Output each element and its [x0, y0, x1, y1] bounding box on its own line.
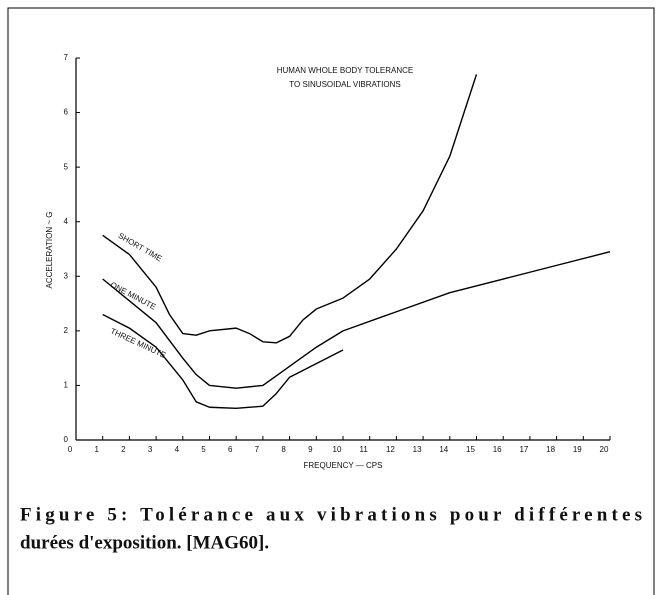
- y-tick-label: 6: [64, 108, 69, 117]
- x-tick-label: 7: [255, 445, 260, 454]
- x-tick-label: 0: [68, 445, 73, 454]
- chart-title: HUMAN WHOLE BODY TOLERANCE: [277, 66, 413, 75]
- series-label: SHORT TIME: [117, 231, 164, 263]
- line-series: [102, 313, 344, 410]
- x-tick-label: 19: [573, 445, 582, 454]
- x-axis-label: FREQUENCY — CPS: [304, 461, 383, 470]
- caption: durées d'exposition. [MAG60].: [20, 532, 269, 553]
- x-tick-label: 11: [360, 445, 369, 454]
- x-tick-label: 13: [413, 445, 422, 454]
- x-tick-label: 15: [466, 445, 475, 454]
- y-tick-label: 3: [64, 271, 69, 280]
- x-tick-label: 16: [493, 445, 502, 454]
- y-axis-label: ACCELERATION ~ G: [45, 212, 54, 289]
- x-tick-label: 17: [519, 445, 528, 454]
- figure-border: [7, 7, 655, 595]
- y-tick-label: 2: [64, 326, 69, 335]
- chart-title: TO SINUSOIDAL VIBRATIONS: [289, 80, 400, 89]
- x-tick-label: 3: [148, 445, 153, 454]
- y-tick-label: 1: [64, 381, 69, 390]
- x-tick-label: 8: [281, 445, 286, 454]
- x-tick-label: 4: [175, 445, 180, 454]
- series-label: ONE MINUTE: [109, 280, 158, 312]
- x-tick-label: 9: [308, 445, 313, 454]
- y-tick-label: 0: [64, 435, 69, 444]
- x-tick-label: 18: [546, 445, 555, 454]
- series-label: THREE MINUTE: [109, 326, 167, 360]
- x-tick-label: 1: [94, 445, 99, 454]
- y-tick-label: 4: [64, 217, 69, 226]
- line-series: [102, 74, 478, 344]
- x-tick-label: 12: [386, 445, 395, 454]
- x-tick-label: 5: [201, 445, 206, 454]
- x-tick-label: 20: [600, 445, 609, 454]
- x-tick-label: 6: [228, 445, 233, 454]
- x-tick-label: 2: [121, 445, 126, 454]
- caption: Figure 5: Tolérance aux vibrations pour …: [20, 504, 642, 525]
- y-tick-label: 5: [64, 162, 69, 171]
- line-series: [102, 251, 611, 389]
- x-tick-label: 14: [439, 445, 448, 454]
- y-tick-label: 7: [64, 53, 69, 62]
- x-tick-label: 10: [333, 445, 342, 454]
